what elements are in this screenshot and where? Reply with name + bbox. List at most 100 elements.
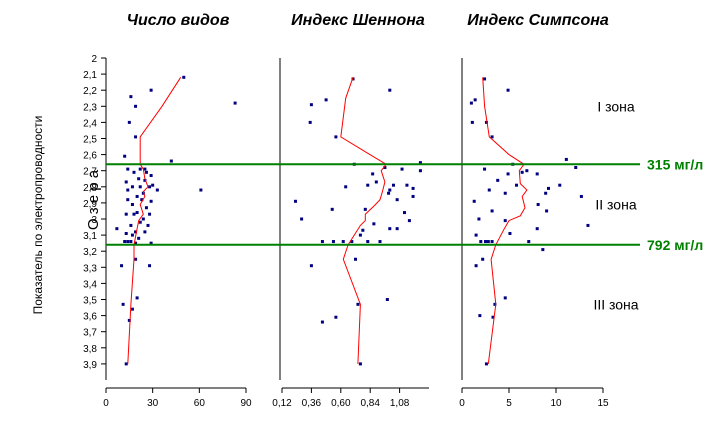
x-tick-label: 30 (147, 398, 159, 409)
data-point (366, 240, 370, 244)
data-point (525, 169, 529, 173)
data-point (490, 240, 494, 244)
data-point (586, 223, 590, 227)
data-point (387, 191, 391, 195)
data-point (358, 233, 362, 237)
data-point (388, 88, 392, 92)
lakes-annotation: О з е р а (85, 169, 102, 230)
data-point (309, 264, 313, 268)
y-axis-label: Показатель по электропроводности (31, 116, 45, 315)
data-point (120, 264, 124, 268)
data-point (130, 307, 134, 311)
y-tick-label: 2,3 (83, 102, 97, 113)
data-point (354, 257, 357, 261)
data-point (149, 241, 153, 245)
data-point (490, 135, 494, 139)
data-point (149, 174, 153, 178)
y-axis: 2 2,1 2,2 2,3 2,4 2,5 2,6 2,7 2,8 2,9 3 3,1 3,2 3,3 3,… (83, 54, 107, 380)
data-point (126, 167, 130, 171)
panel-title: Индекс Симпсона (467, 12, 609, 29)
data-point (324, 98, 328, 102)
data-point (309, 103, 313, 107)
data-point (132, 212, 136, 216)
data-point (544, 191, 548, 195)
y-tick-label: 2,1 (83, 70, 97, 81)
data-point (124, 180, 128, 184)
data-point (199, 188, 203, 192)
data-point (483, 167, 487, 171)
data-point (395, 198, 399, 202)
data-point (126, 198, 130, 202)
data-point (143, 167, 147, 171)
data-point (405, 183, 409, 187)
data-point (127, 120, 131, 124)
data-point (350, 240, 354, 244)
data-point (486, 240, 490, 244)
data-point (545, 209, 549, 213)
data-point (477, 217, 481, 221)
data-point (141, 217, 145, 221)
data-point (383, 165, 387, 169)
data-point (484, 120, 488, 124)
data-point (138, 185, 142, 189)
y-tick-label: 3,1 (83, 231, 97, 242)
data-point (341, 240, 345, 244)
data-point (546, 186, 550, 190)
data-point (366, 183, 370, 187)
panel-title: Индекс Шеннона (291, 12, 425, 29)
y-tick-label: 3,6 (83, 312, 97, 323)
data-point (143, 230, 147, 234)
data-point (469, 101, 473, 105)
data-point (503, 191, 507, 195)
data-point (385, 298, 389, 301)
data-point (135, 211, 139, 215)
data-point (137, 236, 141, 240)
data-point (374, 180, 378, 184)
data-point (330, 207, 334, 211)
data-point (129, 95, 133, 99)
data-point (182, 75, 186, 79)
data-point (508, 231, 512, 235)
data-point (129, 240, 133, 244)
x-tick-label: 90 (240, 398, 252, 409)
data-point (506, 88, 510, 92)
data-point (378, 240, 382, 244)
data-point (479, 240, 483, 244)
data-point (503, 296, 507, 300)
data-point (331, 240, 335, 244)
zone-label: II зона (595, 197, 636, 213)
panel-title: Число видов (127, 12, 230, 29)
panel-3: Индекс Симпсона 0 5 10 15 (459, 12, 609, 409)
data-point (506, 172, 510, 176)
data-point (564, 157, 568, 161)
data-point (134, 230, 138, 234)
y-tick-label: 2,2 (83, 86, 97, 97)
data-point (344, 185, 348, 189)
data-point (149, 88, 153, 92)
trend-line (482, 77, 528, 364)
data-point (135, 296, 139, 300)
data-point (484, 362, 488, 366)
data-point (403, 211, 406, 215)
data-point (356, 302, 360, 306)
data-point (127, 318, 131, 322)
data-point (134, 257, 138, 261)
data-point (334, 315, 338, 319)
data-point (293, 199, 297, 203)
threshold-lines: 315 мг/л 792 мг/л (106, 156, 703, 253)
y-tick-label: 2,5 (83, 135, 97, 146)
data-point (140, 198, 144, 202)
data-point (411, 194, 415, 198)
data-point (146, 223, 150, 227)
data-point (490, 209, 494, 213)
data-point (320, 240, 324, 244)
data-point (574, 165, 578, 169)
x-tick-label: 0 (103, 398, 109, 409)
trend-line (127, 77, 182, 364)
x-tick-label: 0,12 (272, 398, 292, 409)
data-point (123, 154, 127, 158)
y-tick-label: 3,8 (83, 344, 97, 355)
data-point (134, 241, 138, 245)
data-point (155, 188, 159, 192)
y-tick-label: 2,8 (83, 183, 97, 194)
